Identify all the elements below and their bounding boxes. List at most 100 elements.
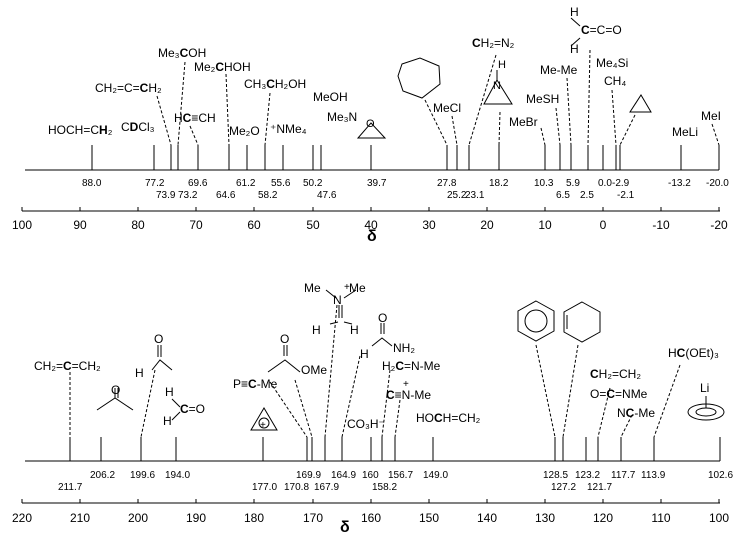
svg-text:121.7: 121.7 (587, 482, 612, 493)
svg-text:H₂C=N-Me: H₂C=N-Me (382, 359, 441, 373)
svg-text:C=O: C=O (180, 402, 205, 416)
svg-text:-20: -20 (710, 218, 728, 232)
svg-text:160: 160 (362, 470, 379, 481)
svg-text:Me: Me (304, 281, 321, 295)
svg-text:CH₃CH₂OH: CH₃CH₂OH (244, 77, 306, 91)
svg-text:O=C=NMe: O=C=NMe (590, 387, 648, 401)
svg-text:10.3: 10.3 (534, 178, 554, 189)
svg-text:Me₂O: Me₂O (229, 124, 260, 138)
svg-text:O: O (111, 383, 120, 397)
svg-text:CH₂=N₂: CH₂=N₂ (472, 36, 515, 50)
svg-text:N: N (333, 293, 342, 307)
svg-text:O: O (378, 311, 387, 325)
svg-text:NC-Me: NC-Me (617, 406, 655, 420)
svg-text:130: 130 (535, 511, 555, 525)
svg-text:Me: Me (349, 281, 366, 295)
svg-text:C≡N-Me: C≡N-Me (386, 388, 431, 402)
svg-text:100: 100 (709, 511, 729, 525)
svg-text:6.5: 6.5 (556, 190, 570, 201)
svg-text:158.2: 158.2 (372, 482, 397, 493)
svg-text:CH₂=C=CH₂: CH₂=C=CH₂ (34, 359, 101, 373)
svg-text:CDCl₃: CDCl₃ (121, 120, 155, 134)
svg-text:128.5: 128.5 (543, 470, 568, 481)
svg-text:69.6: 69.6 (188, 178, 208, 189)
svg-text:58.2: 58.2 (258, 190, 278, 201)
svg-text:90: 90 (73, 218, 87, 232)
svg-text:73.9: 73.9 (156, 190, 176, 201)
svg-text:MeI: MeI (701, 109, 721, 123)
svg-text:CH₂=CH₂: CH₂=CH₂ (590, 367, 641, 381)
svg-text:170: 170 (303, 511, 323, 525)
svg-text:167.9: 167.9 (314, 482, 339, 493)
svg-text:64.6: 64.6 (216, 190, 236, 201)
svg-text:27.8: 27.8 (437, 178, 457, 189)
svg-text:MeBr: MeBr (509, 115, 538, 129)
svg-text:HOCH=CH₂: HOCH=CH₂ (416, 411, 481, 425)
svg-text:180: 180 (244, 511, 264, 525)
svg-text:2.5: 2.5 (580, 190, 594, 201)
svg-text:100: 100 (12, 218, 32, 232)
panel-top (21, 17, 720, 212)
svg-text:206.2: 206.2 (90, 470, 115, 481)
svg-text:H: H (570, 5, 579, 19)
aziridine-icon (483, 79, 513, 105)
cyclohexene-icon (563, 301, 601, 343)
svg-text:110: 110 (651, 511, 670, 525)
svg-text:30: 30 (422, 218, 436, 232)
svg-text:+: + (260, 420, 266, 431)
svg-text:80: 80 (131, 218, 145, 232)
svg-text:O: O (280, 332, 289, 346)
svg-text:MeOH: MeOH (313, 90, 348, 104)
svg-text:H: H (135, 366, 144, 380)
benzene-icon (517, 300, 555, 342)
svg-text:-20.0: -20.0 (706, 178, 729, 189)
oxirane-icon (356, 122, 387, 139)
svg-text:164.9: 164.9 (331, 470, 356, 481)
svg-text:H: H (570, 42, 579, 56)
svg-text:199.6: 199.6 (130, 470, 155, 481)
cyclohexane-icon (397, 57, 441, 99)
svg-text:C=C=O: C=C=O (581, 23, 622, 37)
svg-text:18.2: 18.2 (489, 178, 509, 189)
svg-text:CH₂=C=CH₂: CH₂=C=CH₂ (95, 81, 162, 95)
svg-text:Me₃N: Me₃N (327, 110, 357, 124)
svg-text:Me₂CHOH: Me₂CHOH (194, 60, 251, 74)
svg-text:156.7: 156.7 (388, 470, 413, 481)
top-labels: HOCH=CH₂ CDCl₃ CH₂=C=CH₂ Me₃COH HC≡CH Me… (48, 5, 721, 139)
svg-text:149.0: 149.0 (423, 470, 448, 481)
svg-text:77.2: 77.2 (145, 178, 165, 189)
svg-text:200: 200 (128, 511, 148, 525)
bottom-axis-ticks: 220 210 200 190 180 170 160 150 140 130 … (12, 511, 729, 525)
svg-text:NH₂: NH₂ (393, 341, 415, 355)
svg-text:140: 140 (477, 511, 497, 525)
top-shifts: 88.0 77.2 73.9 73.2 69.6 64.6 61.2 58.2 … (82, 178, 729, 201)
svg-text:CH₄: CH₄ (604, 74, 626, 88)
svg-text:150: 150 (419, 511, 439, 525)
svg-text:Li: Li (700, 381, 709, 395)
svg-text:50.2: 50.2 (303, 178, 323, 189)
svg-text:70: 70 (189, 218, 203, 232)
svg-text:211.7: 211.7 (58, 482, 83, 493)
svg-text:-13.2: -13.2 (668, 178, 691, 189)
svg-text:88.0: 88.0 (82, 178, 102, 189)
svg-text:194.0: 194.0 (165, 470, 190, 481)
svg-text:H: H (350, 323, 359, 337)
svg-text:123.2: 123.2 (575, 470, 600, 481)
svg-text:H: H (163, 414, 172, 428)
cyclopropane-icon (629, 94, 652, 113)
svg-text:102.6: 102.6 (708, 470, 733, 481)
svg-text:40: 40 (364, 218, 378, 232)
svg-text:Me-Me: Me-Me (540, 63, 578, 77)
svg-text:MeCl: MeCl (433, 101, 461, 115)
svg-text:10: 10 (538, 218, 552, 232)
svg-text:127.2: 127.2 (551, 482, 576, 493)
svg-text:+: + (403, 379, 409, 390)
svg-text:0: 0 (600, 218, 607, 232)
svg-text:25.2: 25.2 (447, 190, 467, 201)
svg-text:-2.1: -2.1 (617, 190, 635, 201)
svg-text:HOCH=CH₂: HOCH=CH₂ (48, 123, 113, 137)
svg-text:O: O (154, 332, 163, 346)
acetone-icon (96, 397, 134, 411)
svg-text:73.2: 73.2 (178, 190, 198, 201)
